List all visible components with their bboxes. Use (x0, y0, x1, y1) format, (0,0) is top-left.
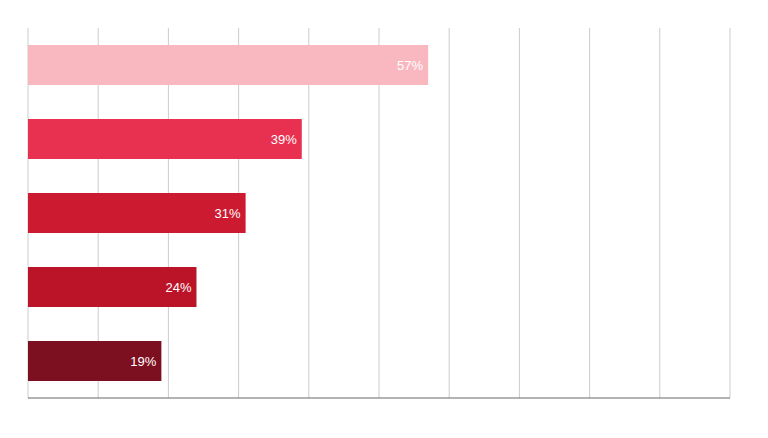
svg-text:39%: 39% (271, 132, 297, 147)
svg-text:19%: 19% (130, 354, 156, 369)
svg-text:31%: 31% (215, 206, 241, 221)
svg-text:24%: 24% (165, 280, 191, 295)
svg-text:57%: 57% (397, 58, 423, 73)
